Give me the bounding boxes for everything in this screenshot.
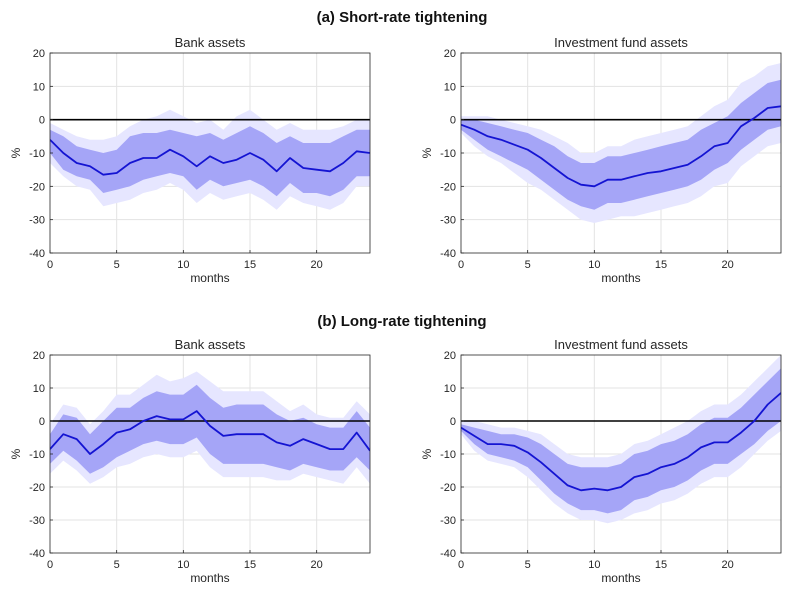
x-tick-label: 0 [458,559,464,571]
x-tick-label: 10 [588,259,600,271]
y-tick-label: 10 [444,383,456,395]
y-tick-label: 0 [450,115,456,127]
chart-title: Investment fund assets [554,337,688,352]
y-tick-label: 10 [33,81,45,93]
y-tick-label: -20 [29,181,45,193]
y-tick-label: -10 [29,449,45,461]
outer-confidence-band [461,355,781,524]
x-tick-label: 15 [244,259,256,271]
tick-marks [460,354,729,554]
median-response-line [50,410,370,455]
y-axis-label: % [420,147,434,158]
y-tick-label: 0 [39,416,45,428]
inner-confidence-band [461,79,781,210]
chart-4: 0 5 10 15 20 20 10 0 -10 -20 -30 -40 Investment fund… [420,337,782,585]
x-tick-label: 10 [177,559,189,571]
plot-area [50,109,370,210]
tick-marks [460,52,729,254]
y-tick-label: 20 [33,48,45,60]
y-tick-label: -10 [29,148,45,160]
y-tick-label: -30 [29,215,45,227]
y-tick-label: -20 [29,482,45,494]
chart-title: Bank assets [175,337,246,352]
x-tick-label: 20 [722,259,734,271]
x-tick-label: 10 [177,259,189,271]
median-response-line [461,105,781,188]
chart-title: Investment fund assets [554,35,688,50]
x-tick-label: 0 [47,259,53,271]
inner-confidence-band [461,368,781,514]
x-tick-label: 5 [525,259,531,271]
x-tick-label: 10 [588,559,600,571]
plot-area [50,371,370,484]
chart-2: 0 5 10 15 20 20 10 0 -10 -20 -30 -40 Investment fund… [420,35,782,285]
chart-title: Bank assets [175,35,246,50]
y-tick-label: 0 [39,115,45,127]
inner-confidence-band [50,126,370,197]
median-response-line [50,139,370,176]
median-response-line [461,392,781,492]
x-tick-label: 0 [458,259,464,271]
y-tick-label: -40 [29,548,45,560]
x-axis-label: months [190,271,229,285]
x-tick-label: 15 [655,559,667,571]
x-tick-label: 15 [244,559,256,571]
tick-marks [49,354,318,554]
y-tick-label: 10 [444,81,456,93]
x-tick-label: 5 [114,259,120,271]
y-tick-label: -20 [440,181,456,193]
chart-1: 0 5 10 15 20 20 10 0 -10 -20 -30 -40 Bank assets mont… [9,35,371,285]
y-tick-label: -20 [440,482,456,494]
chart-3: 0 5 10 15 20 20 10 0 -10 -20 -30 -40 Bank assets mont… [9,337,371,585]
tick-marks [49,52,318,254]
y-tick-label: -40 [440,548,456,560]
x-tick-label: 5 [114,559,120,571]
x-tick-label: 20 [722,559,734,571]
inner-confidence-band [50,384,370,474]
x-tick-label: 20 [311,259,323,271]
y-tick-label: -40 [440,248,456,260]
y-tick-label: -30 [440,215,456,227]
y-axis-label: % [420,448,434,459]
panel-b-title: (b) Long-rate tightening [317,313,487,330]
x-axis-label: months [601,271,640,285]
x-tick-label: 15 [655,259,667,271]
y-tick-label: -30 [29,515,45,527]
panel-a-title: (a) Short-rate tightening [316,9,488,26]
y-axis-label: % [9,147,23,158]
plot-area [461,355,781,524]
x-tick-label: 20 [311,559,323,571]
outer-confidence-band [461,63,781,223]
y-tick-label: -30 [440,515,456,527]
y-tick-label: -40 [29,248,45,260]
y-tick-label: 0 [450,416,456,428]
y-tick-label: 10 [33,383,45,395]
x-axis-label: months [190,571,229,585]
x-tick-label: 0 [47,559,53,571]
plot-area [461,63,781,223]
y-tick-label: -10 [440,148,456,160]
y-tick-label: -10 [440,449,456,461]
x-axis-label: months [601,571,640,585]
y-axis-label: % [9,448,23,459]
x-tick-label: 5 [525,559,531,571]
y-tick-label: 20 [444,48,456,60]
y-tick-label: 20 [444,350,456,362]
y-tick-label: 20 [33,350,45,362]
